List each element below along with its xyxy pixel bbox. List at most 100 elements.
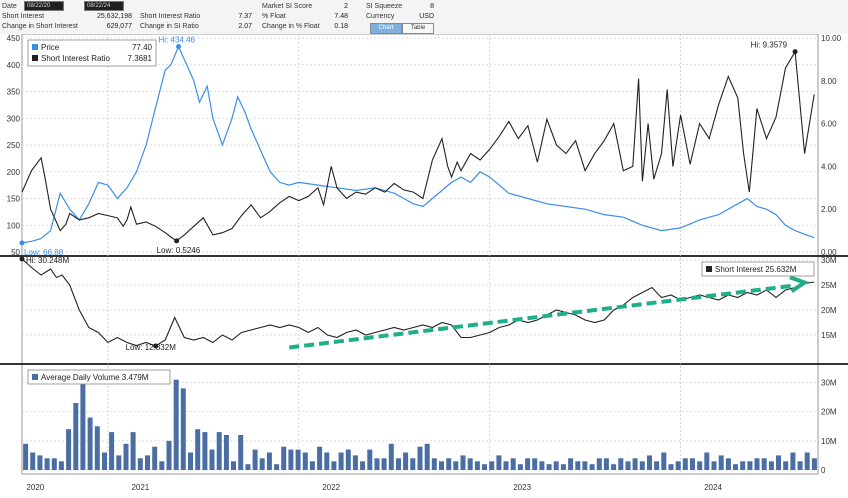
volume-bar [188, 452, 193, 470]
axis-labels: 50 100 150 200 250 300 350 400 450 0.00 2.00 4.00 6.… [7, 34, 842, 492]
x-tick-label: 2021 [131, 483, 149, 492]
ratio-legend-swatch [32, 55, 38, 61]
volume-bar [360, 461, 366, 470]
volume-bar [467, 458, 473, 470]
volume-bar [496, 455, 502, 470]
volume-bar [166, 440, 172, 470]
volume-bar [202, 432, 208, 470]
volume-bar [66, 429, 72, 470]
volume-bar [797, 461, 803, 470]
volume-bar [295, 449, 301, 470]
volume-bar [180, 388, 186, 470]
volume-bar [460, 455, 466, 470]
volume-bar [324, 452, 330, 470]
volume-bar [338, 452, 344, 470]
ratio-tick-label: 2.00 [821, 205, 837, 214]
short-interest-tick-label: 30M [821, 256, 837, 265]
ratio-tick-label: 10.00 [821, 34, 842, 43]
ratio-high-label: Hi: 9.3579 [751, 41, 788, 50]
ratio-high-marker [792, 49, 798, 55]
volume-bar [367, 449, 373, 470]
legends: Hi: 434.46 Low: 66.88 Hi: 9.3579 Low: 0.524… [24, 36, 815, 385]
short-interest-tick-label: 20M [821, 306, 837, 315]
trend-arrow-head [789, 275, 810, 293]
volume-bar [238, 435, 244, 470]
volume-bar [80, 376, 86, 470]
volume-bar [102, 452, 107, 470]
ratio-low-marker [174, 238, 180, 244]
volume-bar [539, 461, 545, 470]
x-tick-label: 2024 [704, 483, 722, 492]
volume-bar [532, 458, 538, 470]
price-low-marker [19, 240, 25, 246]
volume-bar [776, 455, 781, 470]
volume-bar [525, 458, 531, 470]
volume-bar [87, 417, 93, 470]
pct-float-value: 7.48 [334, 13, 348, 20]
price-low-label: Low: 66.88 [24, 248, 64, 257]
volume-bar [302, 452, 308, 470]
volume-bar [381, 458, 387, 470]
change-si-ratio-label: Change in SI Ratio [140, 23, 199, 30]
volume-bar [281, 446, 287, 470]
table-view-button[interactable]: Table [402, 23, 434, 34]
volume-bar [804, 452, 810, 470]
volume-bar [216, 432, 222, 470]
volume-bar [130, 432, 136, 470]
volume-bar [274, 464, 280, 470]
volume-bar [288, 449, 294, 470]
volume-tick-label: 20M [821, 408, 837, 417]
volume-bar [431, 458, 437, 470]
volume-bar [546, 464, 552, 470]
price-legend-value: 77.40 [132, 43, 153, 52]
short-interest-label: Short Interest [2, 13, 45, 20]
ratio-tick-label: 4.00 [821, 162, 837, 171]
volume-legend-label: Average Daily Volume 3.479M [41, 373, 149, 382]
volume-bar [575, 461, 581, 470]
ratio-low-label: Low: 0.5246 [157, 246, 201, 255]
start-date-input[interactable]: 08/22/20 [24, 1, 64, 11]
volume-bar [123, 443, 129, 470]
volume-bar [711, 461, 717, 470]
price-legend-swatch [32, 44, 38, 50]
short-interest-high-marker [19, 256, 25, 262]
volume-bar [159, 461, 165, 470]
volume-bar [109, 432, 115, 470]
volume-bar [374, 458, 380, 470]
header-bar: Date 08/22/20 08/22/24 Market SI Score 2… [0, 0, 848, 35]
ratio-legend-value: 7.3681 [128, 54, 153, 63]
price-tick-label: 300 [7, 114, 21, 123]
volume-bar [173, 379, 179, 470]
volume-bar [589, 464, 595, 470]
volume-bar [223, 435, 229, 470]
volume-bar [58, 461, 64, 470]
price-high-marker [176, 44, 182, 50]
chart-area: 50 100 150 200 250 300 350 400 450 0.00 2.00 4.00 6.… [0, 34, 848, 498]
chart-view-button[interactable]: Chart [370, 23, 402, 34]
x-tick-label: 2022 [322, 483, 340, 492]
volume-bar [145, 455, 150, 470]
volume-bar [345, 449, 351, 470]
volume-bar [417, 446, 423, 470]
volume-bar [266, 452, 272, 470]
short-interest-low-label: Low: 12.832M [126, 343, 177, 352]
volume-bar [245, 464, 251, 470]
short-interest-legend-box [701, 261, 815, 277]
short-interest-value: 25,632,198 [96, 13, 132, 20]
volume-bar [654, 461, 660, 470]
volume-bar [503, 461, 509, 470]
market-si-score-value: 2 [344, 3, 348, 10]
price-tick-label: 100 [7, 221, 21, 230]
grid-lines [22, 34, 818, 474]
ratio-tick-label: 0.00 [821, 248, 837, 257]
volume-bar [137, 458, 143, 470]
short-interest-tick-label: 25M [821, 281, 837, 290]
short-interest-ratio-label: Short Interest Ratio [140, 13, 201, 20]
date-label: Date [2, 3, 17, 10]
volume-bar [618, 458, 624, 470]
end-date-input[interactable]: 08/22/24 [84, 1, 124, 11]
short-interest-tick-label: 15M [821, 331, 837, 340]
volume-bar [733, 464, 738, 470]
volume-bar [403, 452, 409, 470]
volume-bar [747, 461, 753, 470]
